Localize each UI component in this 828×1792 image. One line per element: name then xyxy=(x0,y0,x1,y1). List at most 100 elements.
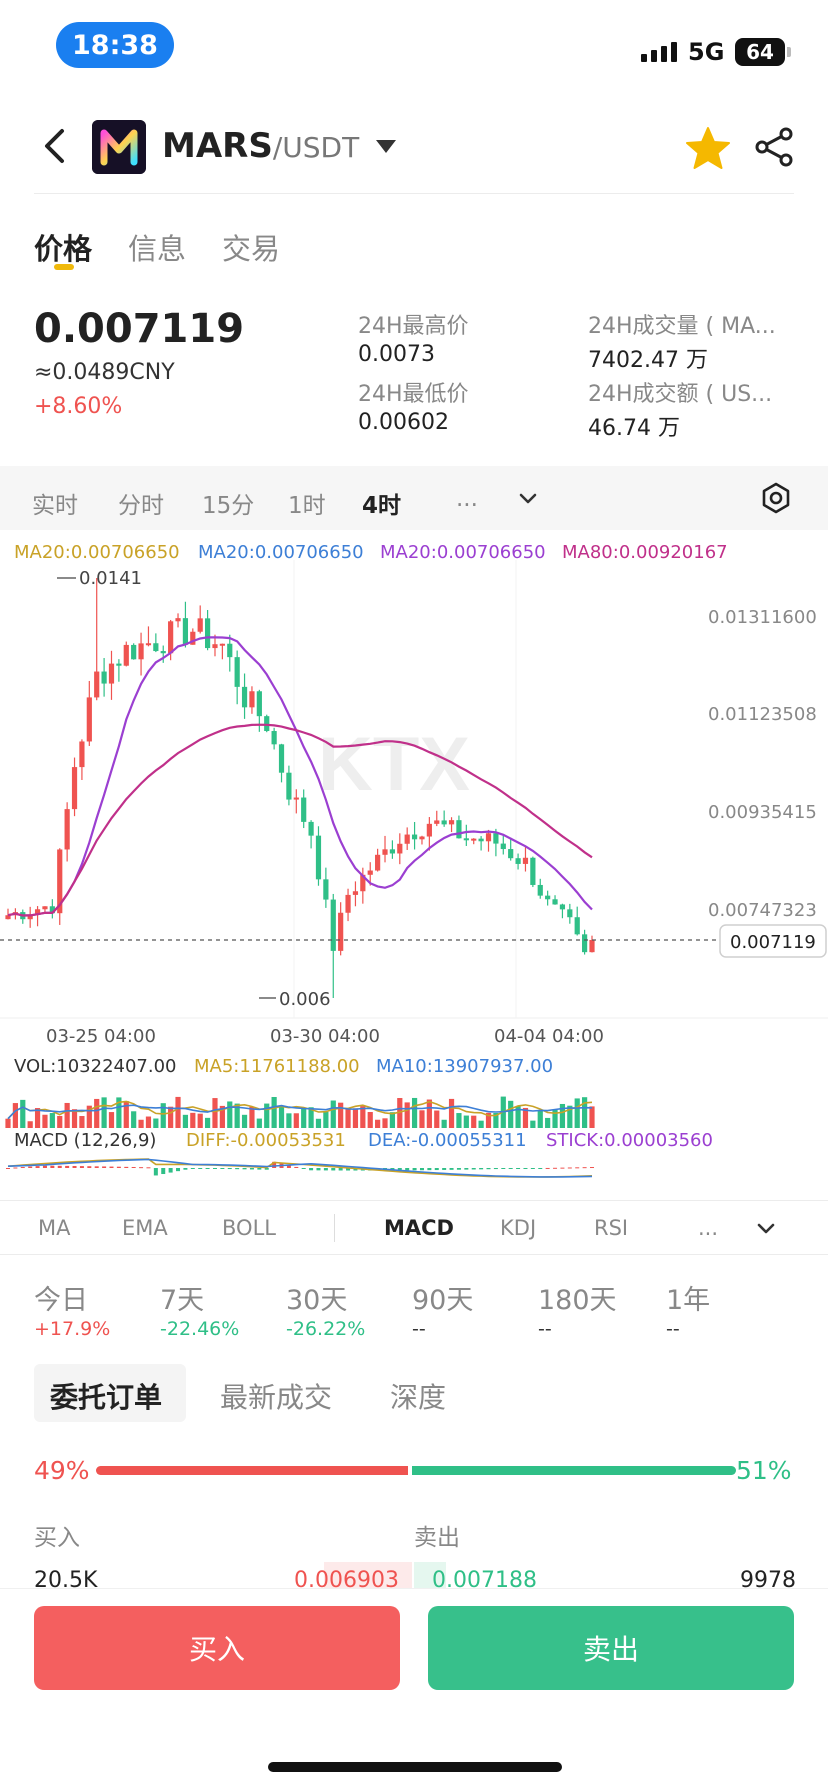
volume-bar xyxy=(545,1117,551,1128)
macd-bar xyxy=(176,1168,181,1172)
interval-realtime[interactable]: 实时 xyxy=(32,493,78,519)
volume-bar xyxy=(567,1105,573,1128)
chevron-down-icon[interactable] xyxy=(376,140,396,153)
volume-bar xyxy=(153,1118,159,1128)
indicator-rsi[interactable]: RSI xyxy=(594,1216,629,1240)
volume-bar xyxy=(42,1114,48,1128)
share-icon[interactable] xyxy=(752,125,796,169)
macd-bar xyxy=(286,1165,291,1168)
kline-chart[interactable]: KTX 0.01311600 0.01123508 0.00935415 0.0… xyxy=(0,530,828,1198)
indicator-ma[interactable]: MA xyxy=(38,1216,71,1240)
tab-info[interactable]: 信息 xyxy=(128,232,187,266)
candle-body xyxy=(145,643,152,646)
tab-orders[interactable]: 委托订单 xyxy=(50,1381,163,1414)
perf-value-today: +17.9% xyxy=(34,1318,111,1340)
interval-bar xyxy=(0,466,828,530)
candle-body xyxy=(441,820,447,825)
pair-quote: /USDT xyxy=(272,131,360,164)
pair-selector[interactable]: MARS/USDT xyxy=(162,126,359,166)
candle-body xyxy=(160,651,166,654)
indicator-ema[interactable]: EMA xyxy=(122,1216,168,1240)
macd-bar xyxy=(442,1168,447,1170)
macd-diff-legend: DIFF:-0.00053531 xyxy=(186,1130,346,1151)
candle-body xyxy=(508,849,514,859)
vol-ma10-line xyxy=(7,1104,593,1120)
macd-bar xyxy=(257,1168,262,1170)
macd-bar xyxy=(479,1168,484,1170)
indicator-more[interactable]: ... xyxy=(698,1216,719,1240)
interval-more[interactable]: ... xyxy=(456,486,478,512)
volume-bar xyxy=(456,1113,462,1128)
volume-bar xyxy=(34,1108,41,1128)
interval-chevron-down-icon[interactable] xyxy=(518,492,538,506)
volume-bar xyxy=(145,1116,152,1128)
volume-bar xyxy=(323,1111,329,1128)
interval-15m[interactable]: 15分 xyxy=(202,493,255,519)
candle-body xyxy=(301,797,307,822)
tab-price[interactable]: 价格 xyxy=(34,232,93,266)
perf-value-180d: -- xyxy=(538,1318,552,1340)
star-icon[interactable] xyxy=(684,125,732,173)
macd-bar xyxy=(493,1168,498,1170)
volume-bar xyxy=(530,1120,536,1128)
volume-bar xyxy=(389,1112,396,1128)
chart-grid xyxy=(0,560,828,1019)
macd-bar xyxy=(264,1168,269,1170)
volume-bar xyxy=(537,1109,543,1128)
macd-bar xyxy=(309,1168,314,1171)
interval-timeshare[interactable]: 分时 xyxy=(118,493,164,519)
volume-bar xyxy=(116,1097,122,1128)
sell-button[interactable]: 卖出 xyxy=(428,1606,794,1690)
tab-latest-trades[interactable]: 最新成交 xyxy=(220,1381,333,1414)
interval-1h[interactable]: 1时 xyxy=(288,493,326,519)
settings-icon[interactable] xyxy=(760,482,792,514)
macd-bar xyxy=(242,1168,247,1170)
volume-bar xyxy=(190,1112,196,1128)
amount-value: 46.74 万 xyxy=(588,416,680,441)
candle-body xyxy=(345,894,351,913)
indicator-kdj[interactable]: KDJ xyxy=(500,1216,537,1240)
orderbook-row[interactable]: 20.5K 0.006903 0.007188 9978 xyxy=(0,1562,828,1590)
volume-bar xyxy=(241,1114,248,1128)
candle-body xyxy=(567,909,573,918)
candle-body xyxy=(589,939,595,953)
vol-legend: VOL:10322407.00 xyxy=(14,1056,177,1077)
volume-bar xyxy=(94,1098,100,1128)
candle-body xyxy=(559,904,566,910)
perf-value-90d: -- xyxy=(412,1318,426,1340)
volume-bar xyxy=(315,1118,322,1128)
volume-bar xyxy=(49,1113,55,1128)
macd-bar xyxy=(235,1168,240,1170)
macd-bar xyxy=(227,1168,232,1170)
volume-bar xyxy=(256,1118,262,1128)
buy-button[interactable]: 买入 xyxy=(34,1606,400,1690)
tab-depth[interactable]: 深度 xyxy=(390,1381,447,1414)
ma-legend-2: MA20:0.00706650 xyxy=(198,542,364,563)
candle-body xyxy=(190,631,196,645)
candle-body xyxy=(42,906,48,910)
interval-4h[interactable]: 4时 xyxy=(362,493,402,519)
macd-bar xyxy=(419,1168,424,1171)
macd-bar xyxy=(65,1165,70,1168)
volume-bar xyxy=(404,1102,410,1128)
header-divider xyxy=(34,193,794,194)
candle-body xyxy=(57,849,63,914)
ma-lines xyxy=(7,636,593,917)
candle-body xyxy=(34,909,41,915)
volume-bar xyxy=(352,1108,359,1128)
macd-bar xyxy=(582,1167,587,1169)
volume-bar xyxy=(397,1098,403,1128)
candle-body xyxy=(278,744,285,773)
tab-trade[interactable]: 交易 xyxy=(222,232,281,266)
volume-bar xyxy=(434,1110,440,1128)
volume-bar xyxy=(227,1101,233,1128)
back-icon[interactable] xyxy=(40,128,70,164)
macd-bar xyxy=(50,1165,55,1168)
candle-body xyxy=(404,834,410,844)
indicator-boll[interactable]: BOLL xyxy=(222,1216,276,1240)
candle-body xyxy=(552,899,558,905)
indicator-chevron-down-icon[interactable] xyxy=(756,1222,776,1236)
candle-body xyxy=(545,895,551,900)
indicator-macd[interactable]: MACD xyxy=(384,1216,454,1240)
macd-bar xyxy=(109,1166,114,1168)
